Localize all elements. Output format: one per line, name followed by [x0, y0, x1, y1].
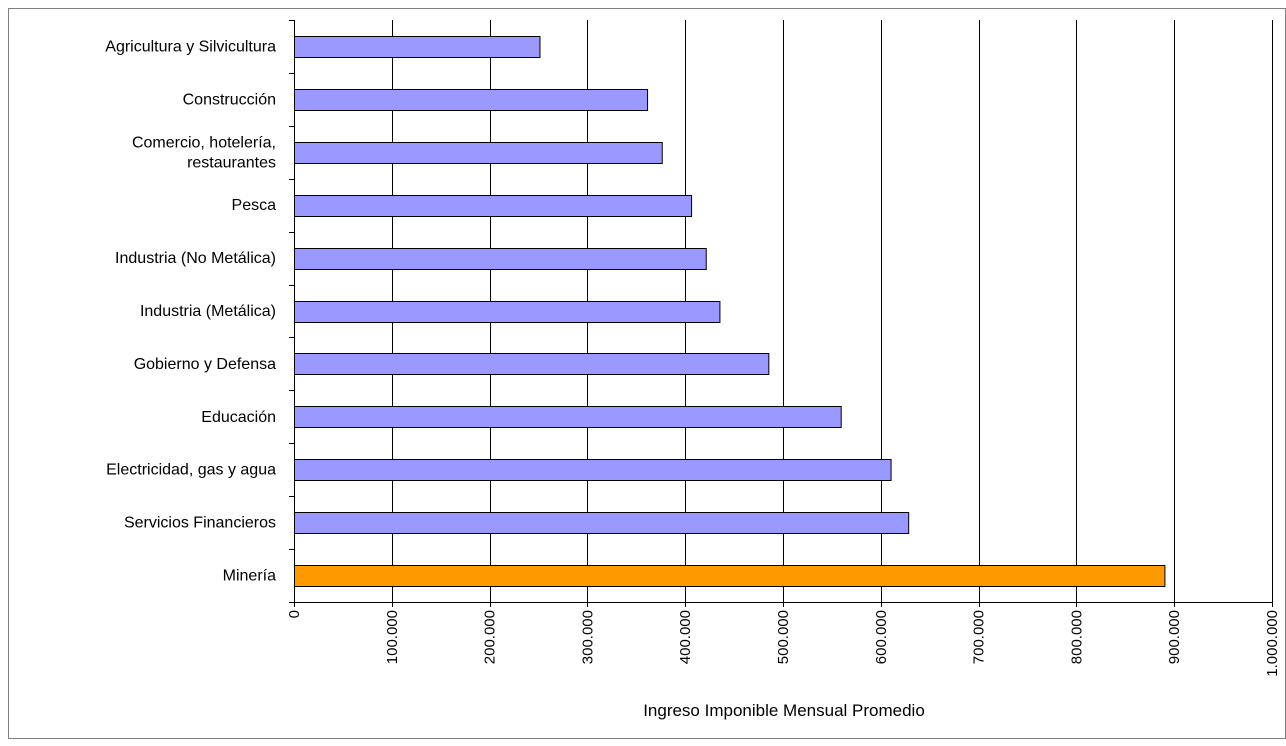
bars [294, 36, 1166, 587]
x-tick-label: 900.000 [1166, 610, 1183, 664]
x-axis-ticks [294, 602, 1273, 607]
x-tick-label: 600.000 [873, 610, 890, 664]
category-label: Gobierno y Defensa [134, 356, 276, 373]
category-label-line: restaurantes [187, 154, 276, 171]
x-axis-title: Ingreso Imponible Mensual Promedio [643, 701, 925, 720]
y-axis-ticks [289, 20, 294, 603]
category-labels: Agricultura y Silvicultura Construcción Co… [105, 38, 276, 584]
x-tick-label: 1.000.000 [1264, 610, 1281, 677]
category-label-line: Electricidad, gas y agua [106, 462, 276, 479]
bar [294, 406, 842, 428]
category-label-line: Industria (Metálica) [140, 303, 276, 320]
bar [294, 301, 721, 323]
category-label: Minería [223, 568, 276, 585]
category-label-line: Educación [201, 409, 276, 426]
category-label-line: Industria (No Metálica) [115, 250, 276, 267]
category-label-line: Construcción [183, 91, 276, 108]
category-label: Educación [201, 409, 276, 426]
x-tick-label: 800.000 [1068, 610, 1085, 664]
category-label: Electricidad, gas y agua [106, 462, 276, 479]
category-label-line: Agricultura y Silvicultura [105, 38, 276, 55]
bar [294, 195, 693, 217]
category-label-line: Servicios Financieros [124, 515, 276, 532]
x-tick-label: 100.000 [384, 610, 401, 664]
category-label: Servicios Financieros [124, 515, 276, 532]
category-label: Pesca [232, 197, 277, 214]
category-label: Industria (Metálica) [140, 303, 276, 320]
x-tick-label: 700.000 [971, 610, 988, 664]
category-label: Industria (No Metálica) [115, 250, 276, 267]
bar [294, 142, 663, 164]
category-label: Comercio, hotelería, restaurantes [132, 134, 276, 171]
x-tick-label: 400.000 [677, 610, 694, 664]
category-label-line: Minería [223, 568, 276, 585]
category-label: Agricultura y Silvicultura [105, 38, 276, 55]
x-tick-label: 500.000 [775, 610, 792, 664]
category-label-line: Comercio, hotelería, [132, 134, 276, 151]
bar [294, 248, 707, 270]
x-tick-label: 0 [286, 610, 303, 618]
bar [294, 353, 770, 375]
category-label: Construcción [183, 91, 276, 108]
category-label-line: Gobierno y Defensa [134, 356, 276, 373]
bar [294, 89, 649, 111]
bar [294, 565, 1166, 587]
x-tick-labels: 0 100.000 200.000 300.000 400.000 500.000 600.… [286, 610, 1281, 677]
bar [294, 459, 892, 481]
x-tick-label: 200.000 [482, 610, 499, 664]
bar [294, 512, 910, 534]
bar [294, 36, 541, 58]
category-label-line: Pesca [232, 197, 277, 214]
x-tick-label: 300.000 [579, 610, 596, 664]
